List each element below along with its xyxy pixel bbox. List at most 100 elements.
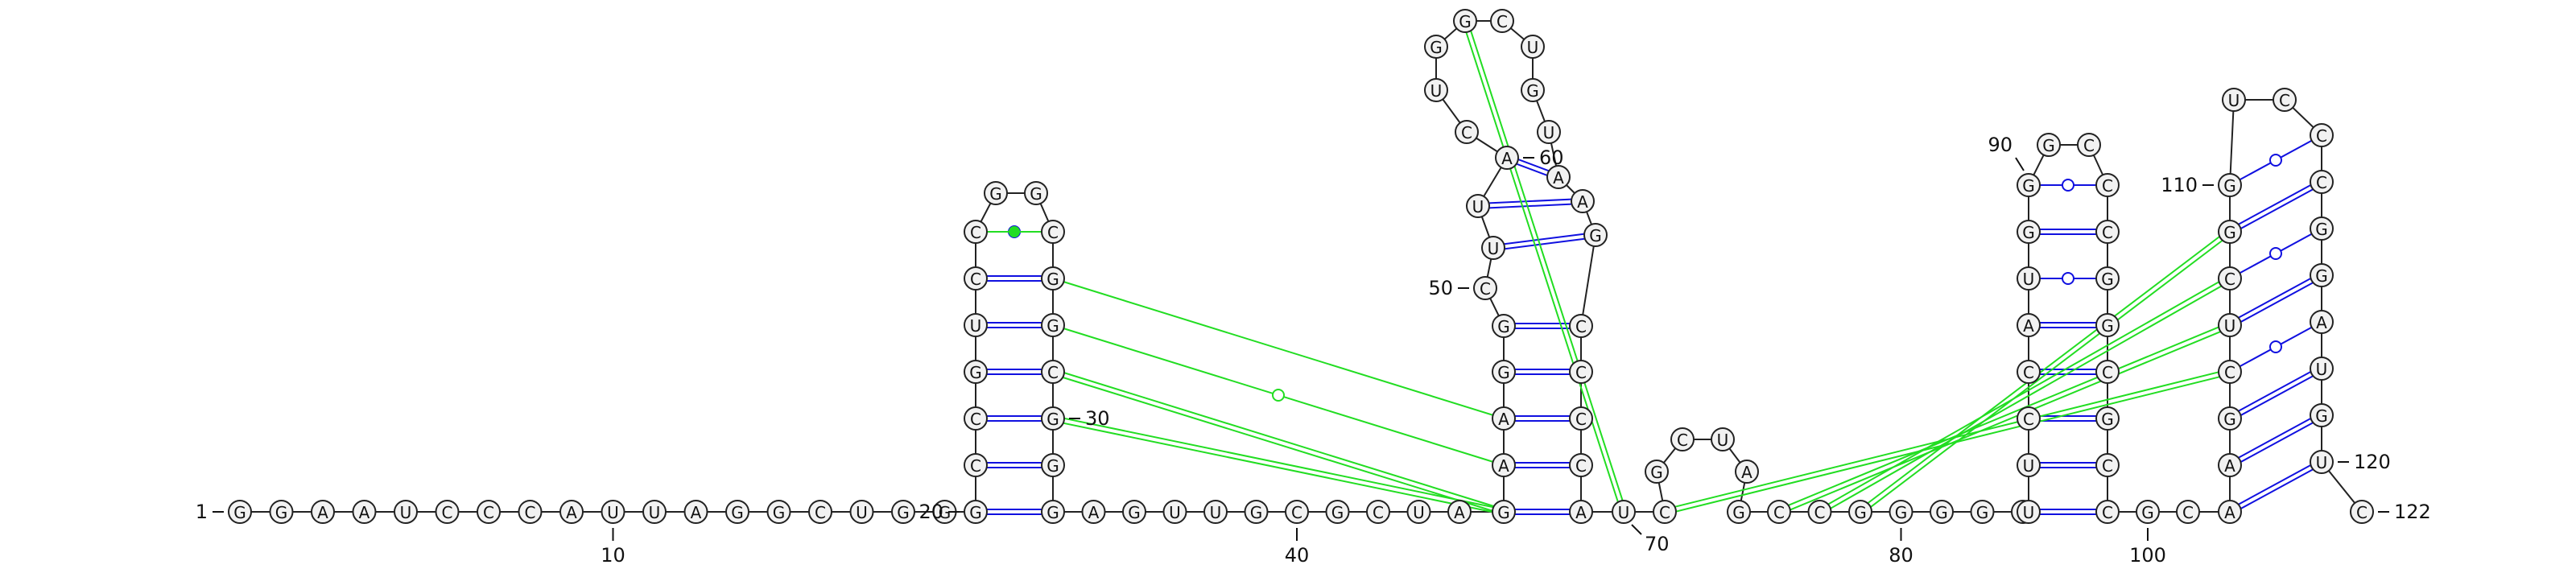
nucleotide-letter: C bbox=[2102, 223, 2113, 242]
nucleotide-45: G bbox=[1492, 500, 1516, 524]
nucleotide-letter: A bbox=[1577, 192, 1588, 212]
nucleotide-28: C bbox=[1041, 220, 1065, 244]
nucleotide-81: G bbox=[1930, 500, 1954, 524]
secondary-pair bbox=[2228, 365, 2322, 418]
nucleotide-69: A bbox=[1569, 500, 1593, 524]
nucleotide-13: G bbox=[725, 500, 749, 524]
nucleotide-113: C bbox=[2273, 88, 2297, 112]
nucleotide-55: U bbox=[1424, 78, 1448, 102]
nucleotide-46: A bbox=[1492, 453, 1516, 477]
nucleotide-78: C bbox=[1807, 500, 1832, 524]
nucleotide-letter: C bbox=[1047, 223, 1059, 242]
nucleotide-letter: U bbox=[856, 503, 868, 522]
tertiary-pair bbox=[1818, 275, 2230, 511]
nucleotide-letter: C bbox=[525, 503, 536, 522]
position-label-text: 110 bbox=[2161, 174, 2198, 196]
nucleotide-11: U bbox=[642, 500, 667, 524]
nucleotide-56: G bbox=[1424, 35, 1448, 59]
nucleotide-80: G bbox=[1889, 500, 1913, 524]
position-label-text: 50 bbox=[1428, 277, 1453, 299]
position-label-text: 40 bbox=[1285, 544, 1310, 567]
nucleotide-letter: G bbox=[2315, 220, 2328, 239]
tertiary-pair bbox=[1053, 369, 1505, 511]
nucleotide-letter: G bbox=[1497, 363, 1510, 382]
nucleotide-letter: U bbox=[1618, 503, 1630, 522]
nucleotide-18: G bbox=[932, 500, 957, 524]
nucleotide-letter: G bbox=[773, 503, 786, 522]
nucleotide-102: G bbox=[2136, 500, 2160, 524]
position-label-60: 60 bbox=[1523, 146, 1564, 169]
nucleotide-letter: G bbox=[1046, 456, 1059, 476]
position-label-text: 20 bbox=[919, 501, 943, 523]
nucleotide-letter: A bbox=[1501, 149, 1513, 168]
nucleotide-letter: A bbox=[317, 503, 328, 522]
nucleotide-letter: A bbox=[1575, 503, 1587, 522]
tertiary-pair bbox=[1051, 373, 1504, 515]
nucleotide-letter: A bbox=[359, 503, 370, 522]
nucleotide-letter: C bbox=[815, 503, 826, 522]
nucleotide-17: G bbox=[891, 500, 915, 524]
nucleotide-letter: G bbox=[1976, 503, 1989, 522]
nucleotide-letter: G bbox=[1526, 81, 1539, 101]
nucleotide-letter: G bbox=[2223, 176, 2236, 196]
nucleotide-letter: G bbox=[1430, 38, 1443, 57]
nucleotide-36: G bbox=[1122, 500, 1146, 524]
tertiary-pair-marker bbox=[1009, 226, 1020, 237]
nucleotide-letter: C bbox=[970, 456, 981, 476]
secondary-pair bbox=[1477, 198, 1583, 205]
tertiary-pair bbox=[1053, 415, 1505, 511]
nucleotide-68: C bbox=[1569, 453, 1593, 477]
nucleotide-letter: A bbox=[1498, 456, 1509, 476]
secondary-pair bbox=[1493, 236, 1596, 251]
nucleotide-3: A bbox=[311, 500, 335, 524]
position-label-text: 30 bbox=[1085, 407, 1110, 430]
nucleotide-letter: U bbox=[607, 503, 619, 522]
nucleotide-77: C bbox=[1767, 500, 1791, 524]
nucleotide-letter: C bbox=[1575, 317, 1587, 336]
nucleotide-59: U bbox=[1521, 35, 1545, 59]
nucleotide-letter: A bbox=[1553, 168, 1564, 188]
nucleotide-letter: G bbox=[1732, 503, 1745, 522]
nucleotide-63: A bbox=[1571, 189, 1595, 213]
nucleotide-107: C bbox=[2218, 360, 2242, 384]
nucleotide-67: C bbox=[1569, 406, 1593, 431]
nucleotide-8: C bbox=[518, 500, 543, 524]
nucleotide-24: C bbox=[964, 266, 988, 291]
nucleotide-letter: G bbox=[2101, 270, 2114, 289]
nucleotide-39: G bbox=[1244, 500, 1269, 524]
nucleotide-letter: G bbox=[2101, 410, 2114, 429]
nucleotide-109: C bbox=[2218, 266, 2242, 291]
nucleotide-letter: C bbox=[2083, 136, 2095, 155]
nucleotide-7: C bbox=[477, 500, 501, 524]
position-tick bbox=[2015, 157, 2025, 171]
position-label-30: 30 bbox=[1069, 407, 1110, 430]
nucleotide-57: G bbox=[1453, 9, 1477, 33]
nucleotide-82: G bbox=[1970, 500, 1995, 524]
nucleotide-letter: G bbox=[2223, 223, 2236, 242]
nucleotide-letter: G bbox=[2022, 223, 2035, 242]
tertiary-pair bbox=[1779, 326, 2231, 515]
nucleotide-letter: C bbox=[1575, 456, 1587, 476]
nucleotide-letter: A bbox=[566, 503, 577, 522]
nucleotide-letter: U bbox=[970, 316, 982, 336]
nucleotide-62: A bbox=[1546, 165, 1571, 189]
nucleotide-letter: G bbox=[233, 503, 246, 522]
wobble-pair-marker bbox=[2269, 340, 2282, 353]
nucleotide-116: G bbox=[2310, 216, 2334, 241]
tertiary-pair bbox=[1858, 229, 2229, 511]
nucleotide-51: U bbox=[1481, 236, 1505, 260]
nucleotide-letter: A bbox=[1741, 463, 1752, 482]
nucleotide-letter: G bbox=[2223, 410, 2236, 429]
backbone-segment bbox=[2229, 99, 2235, 186]
position-label-text: 60 bbox=[1539, 146, 1564, 169]
nucleotide-letter: U bbox=[1527, 38, 1539, 57]
nucleotide-letter: U bbox=[1488, 239, 1500, 258]
nucleotide-letter: C bbox=[2279, 91, 2290, 110]
nucleotide-64: G bbox=[1583, 223, 1608, 247]
nucleotide-70: U bbox=[1612, 500, 1636, 524]
nucleotide-12: A bbox=[683, 500, 708, 524]
nucleotide-letter: C bbox=[1677, 431, 1688, 450]
